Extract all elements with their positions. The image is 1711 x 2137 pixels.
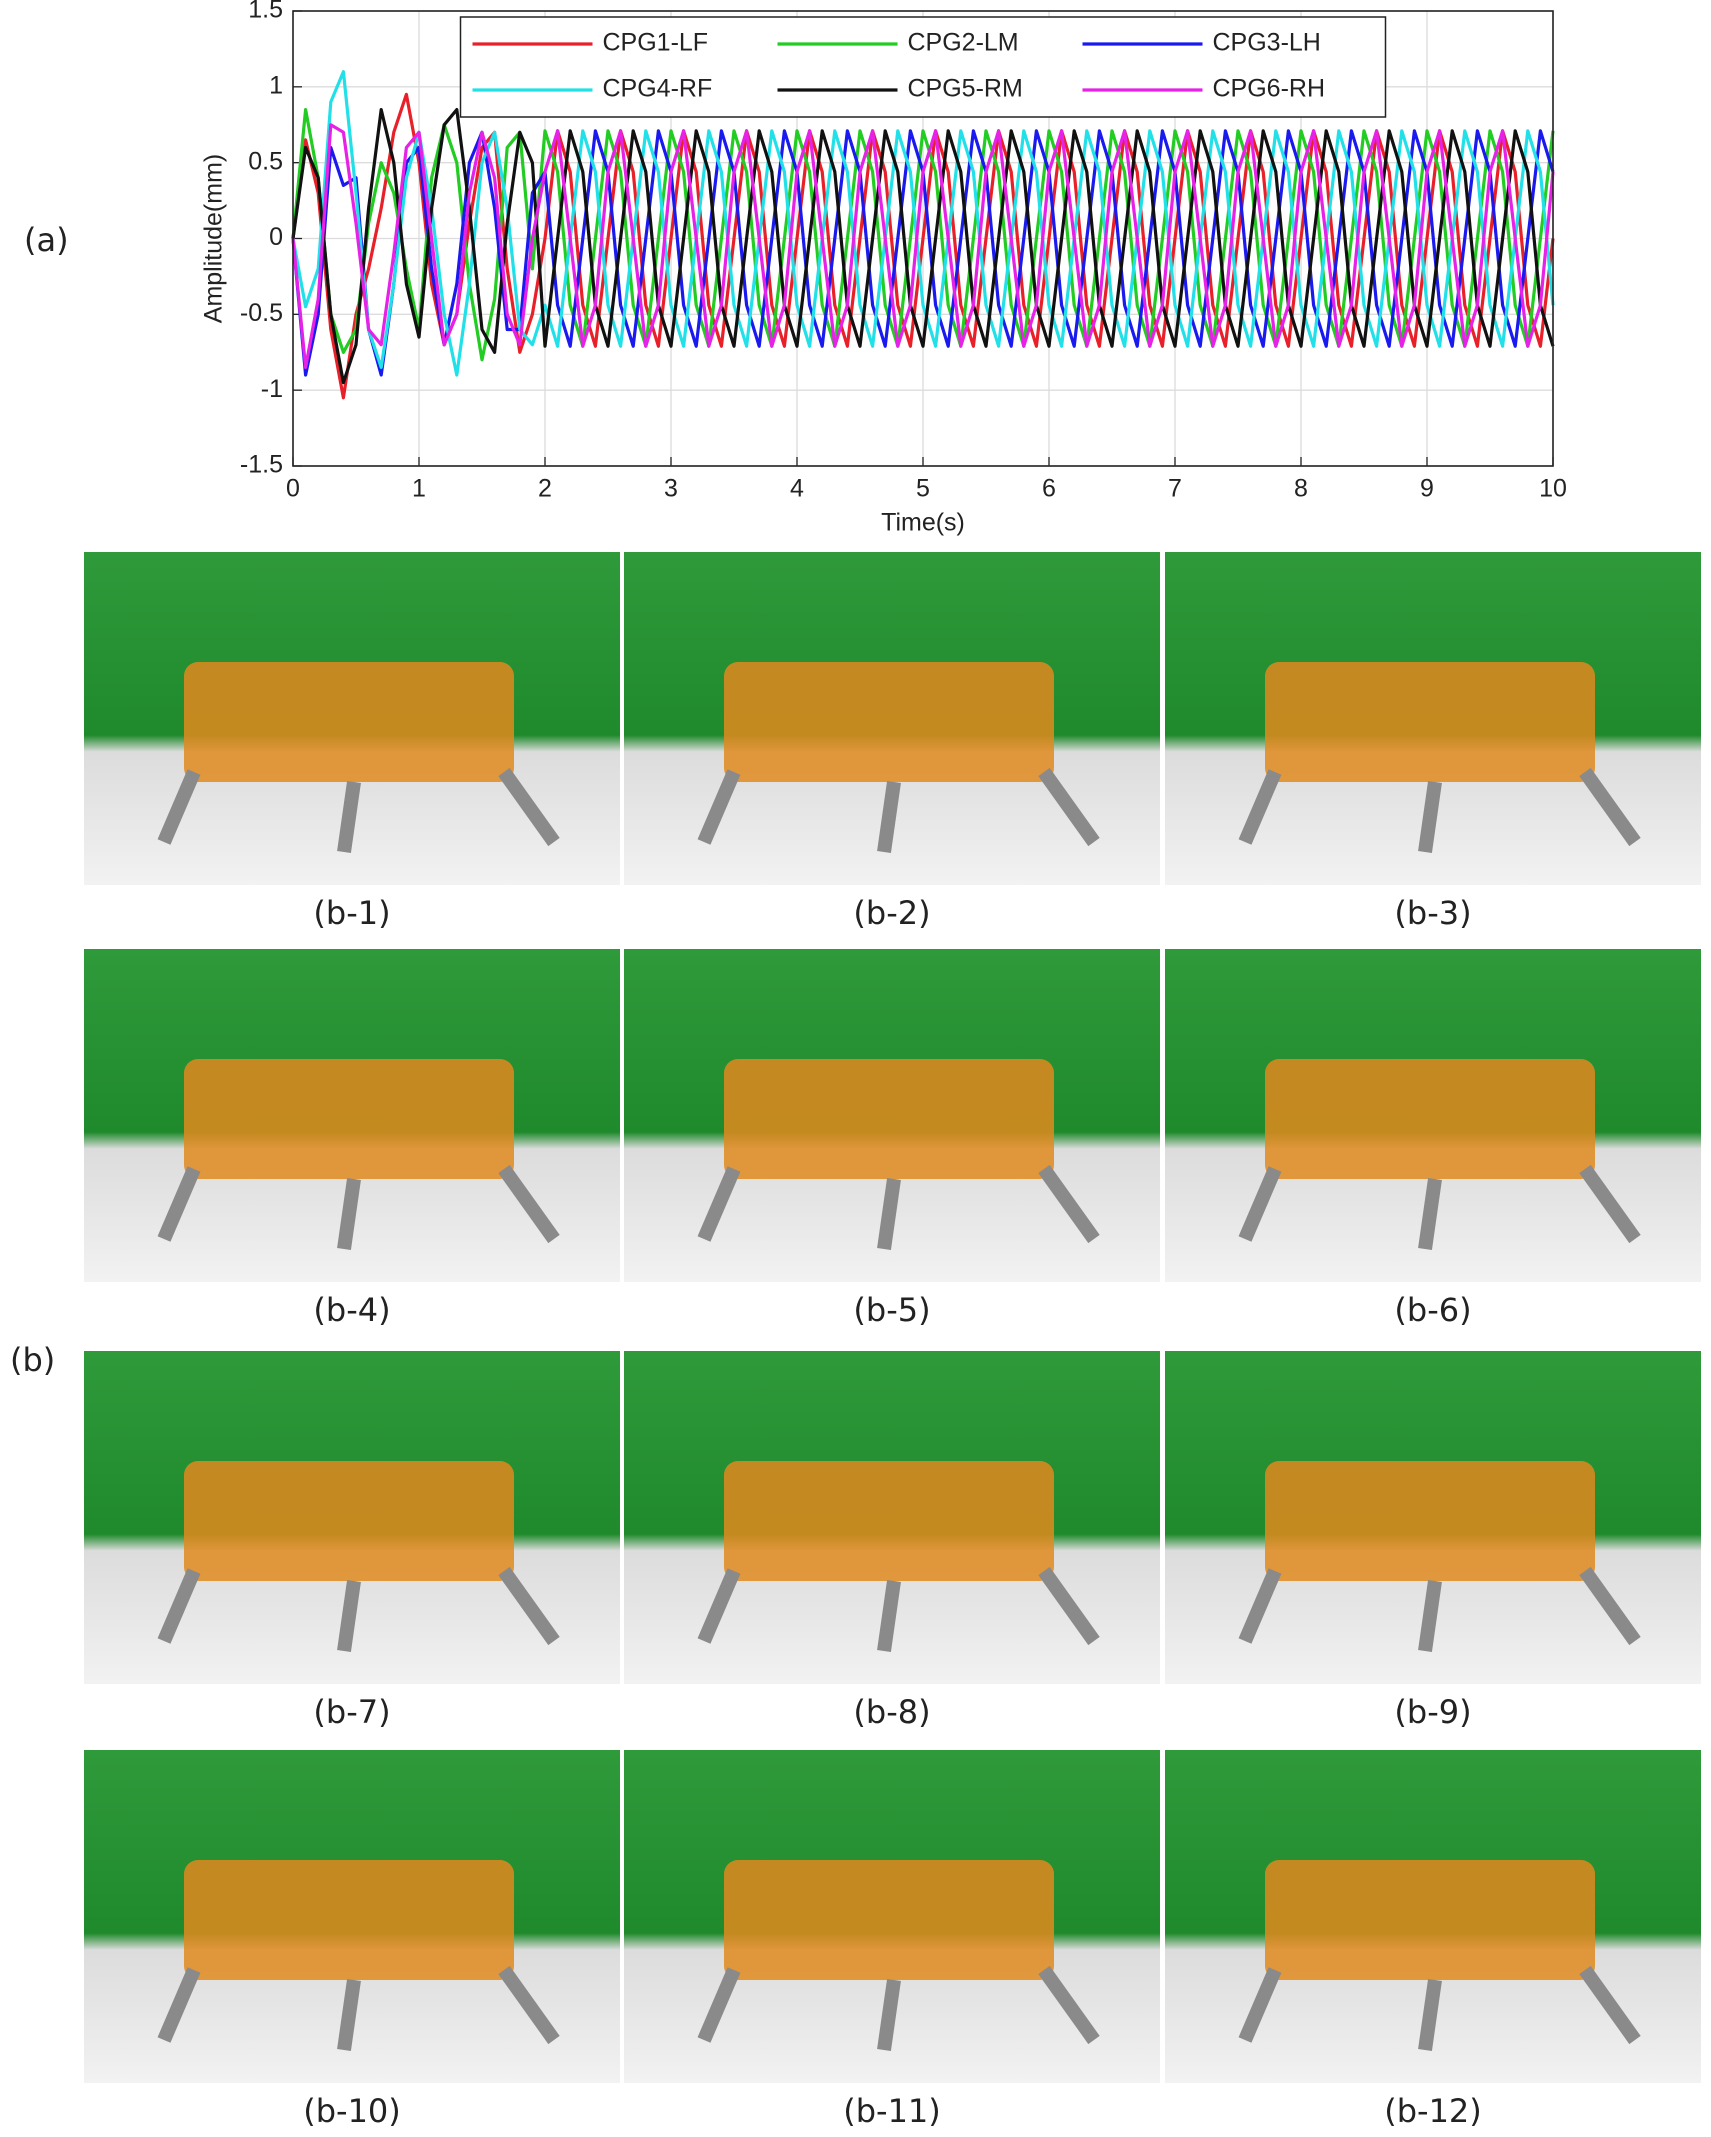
y-tick-label: 0 (269, 223, 283, 251)
photo-panel (84, 552, 620, 885)
robot-body (724, 662, 1054, 782)
robot-legs (697, 1164, 1100, 1250)
robot-legs (697, 1566, 1100, 1652)
robot-body (1265, 662, 1595, 782)
caption: (b-8) (853, 1693, 930, 1731)
x-tick-label: 7 (1168, 475, 1182, 503)
x-tick-label: 2 (538, 475, 552, 503)
robot-body (184, 662, 514, 782)
robot-body (184, 1461, 514, 1581)
robot-legs (1238, 1566, 1641, 1652)
x-tick-label: 3 (664, 475, 678, 503)
legend-label: CPG6-RH (1213, 75, 1326, 103)
legend-label: CPG4-RF (603, 75, 713, 103)
y-tick-label: 1 (269, 71, 283, 99)
caption: (b-1) (313, 894, 390, 932)
x-tick-label: 9 (1420, 475, 1434, 503)
y-axis-label: Amplitude(mm) (200, 154, 228, 323)
photo-panel (624, 1750, 1160, 2083)
robot-legs (157, 767, 560, 853)
x-tick-label: 1 (412, 475, 426, 503)
panel-label: (b) (10, 1341, 55, 1379)
line-series (291, 123, 1555, 369)
caption: (b-10) (303, 2092, 401, 2130)
robot-body (724, 1461, 1054, 1581)
robot-body (724, 1860, 1054, 1980)
y-tick-label: -1.5 (240, 451, 283, 479)
photo-panel (84, 1750, 620, 2083)
legend-label: CPG5-RM (908, 75, 1023, 103)
robot-legs (157, 1965, 560, 2051)
x-axis-label: Time(s) (881, 509, 965, 537)
x-tick-label: 6 (1042, 475, 1056, 503)
caption: (b-6) (1394, 1291, 1471, 1329)
robot-legs (1238, 1965, 1641, 2051)
y-tick-label: 0.5 (248, 147, 283, 175)
caption: (b-2) (853, 894, 930, 932)
panel-label: (a) (24, 221, 69, 259)
line-series (291, 70, 1555, 377)
photo-panel (624, 949, 1160, 1282)
caption: (b-12) (1384, 2092, 1482, 2130)
photo-panel (1165, 1351, 1701, 1684)
caption: (b-11) (843, 2092, 941, 2130)
robot-legs (157, 1164, 560, 1250)
photo-panel (624, 552, 1160, 885)
caption: (b-5) (853, 1291, 930, 1329)
x-tick-label: 10 (1539, 475, 1567, 503)
robot-body (184, 1059, 514, 1179)
x-tick-label: 5 (916, 475, 930, 503)
caption: (b-7) (313, 1693, 390, 1731)
axes-frame (292, 10, 1554, 467)
x-tick-label: 8 (1294, 475, 1308, 503)
photo-panel (1165, 552, 1701, 885)
photo-panel (1165, 1750, 1701, 2083)
robot-body (724, 1059, 1054, 1179)
y-tick-label: 1.5 (248, 0, 283, 24)
legend-label: CPG3-LH (1213, 29, 1321, 57)
photo-panel (84, 1351, 620, 1684)
line-series (291, 108, 1555, 362)
robot-body (1265, 1461, 1595, 1581)
robot-legs (1238, 1164, 1641, 1250)
photo-panel (1165, 949, 1701, 1282)
photo-panel (624, 1351, 1160, 1684)
y-tick-label: -1 (261, 375, 283, 403)
x-tick-label: 0 (286, 475, 300, 503)
legend-label: CPG2-LM (908, 29, 1019, 57)
legend-box (459, 16, 1387, 118)
caption: (b-3) (1394, 894, 1471, 932)
robot-body (184, 1860, 514, 1980)
robot-legs (697, 767, 1100, 853)
photo-panel (84, 949, 620, 1282)
robot-legs (157, 1566, 560, 1652)
x-tick-label: 4 (790, 475, 804, 503)
legend-label: CPG1-LF (603, 29, 709, 57)
caption: (b-9) (1394, 1693, 1471, 1731)
robot-legs (697, 1965, 1100, 2051)
robot-body (1265, 1059, 1595, 1179)
robot-body (1265, 1860, 1595, 1980)
y-tick-label: -0.5 (240, 299, 283, 327)
caption: (b-4) (313, 1291, 390, 1329)
robot-legs (1238, 767, 1641, 853)
